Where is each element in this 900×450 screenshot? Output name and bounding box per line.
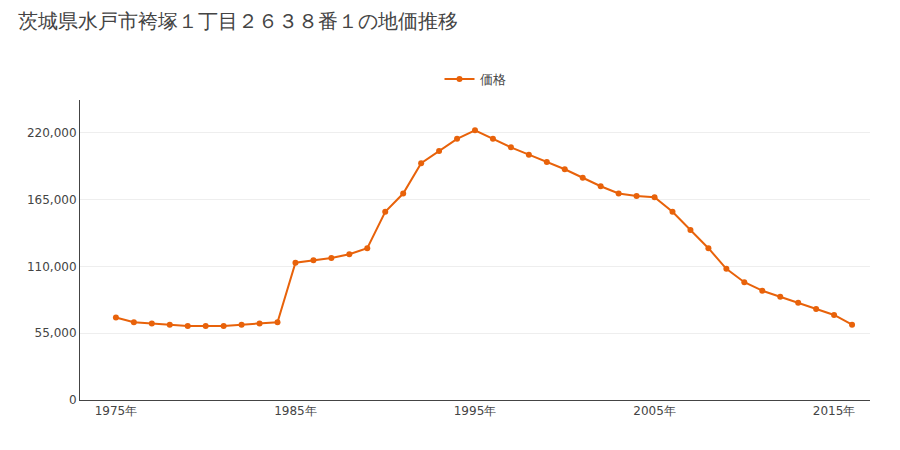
svg-text:220,000: 220,000	[27, 126, 77, 140]
svg-text:1995年: 1995年	[454, 404, 497, 418]
svg-text:165,000: 165,000	[27, 193, 77, 207]
svg-text:55,000: 55,000	[35, 326, 77, 340]
svg-text:1975年: 1975年	[95, 404, 138, 418]
svg-text:茨城県水戸市袴塚１丁目２６３８番１の地価推移: 茨城県水戸市袴塚１丁目２６３８番１の地価推移	[18, 9, 458, 33]
svg-text:0: 0	[69, 393, 77, 407]
svg-text:2005年: 2005年	[633, 404, 676, 418]
svg-text:110,000: 110,000	[27, 260, 77, 274]
svg-text:価格: 価格	[480, 72, 506, 87]
svg-text:1985年: 1985年	[274, 404, 317, 418]
svg-text:2015年: 2015年	[813, 404, 856, 418]
